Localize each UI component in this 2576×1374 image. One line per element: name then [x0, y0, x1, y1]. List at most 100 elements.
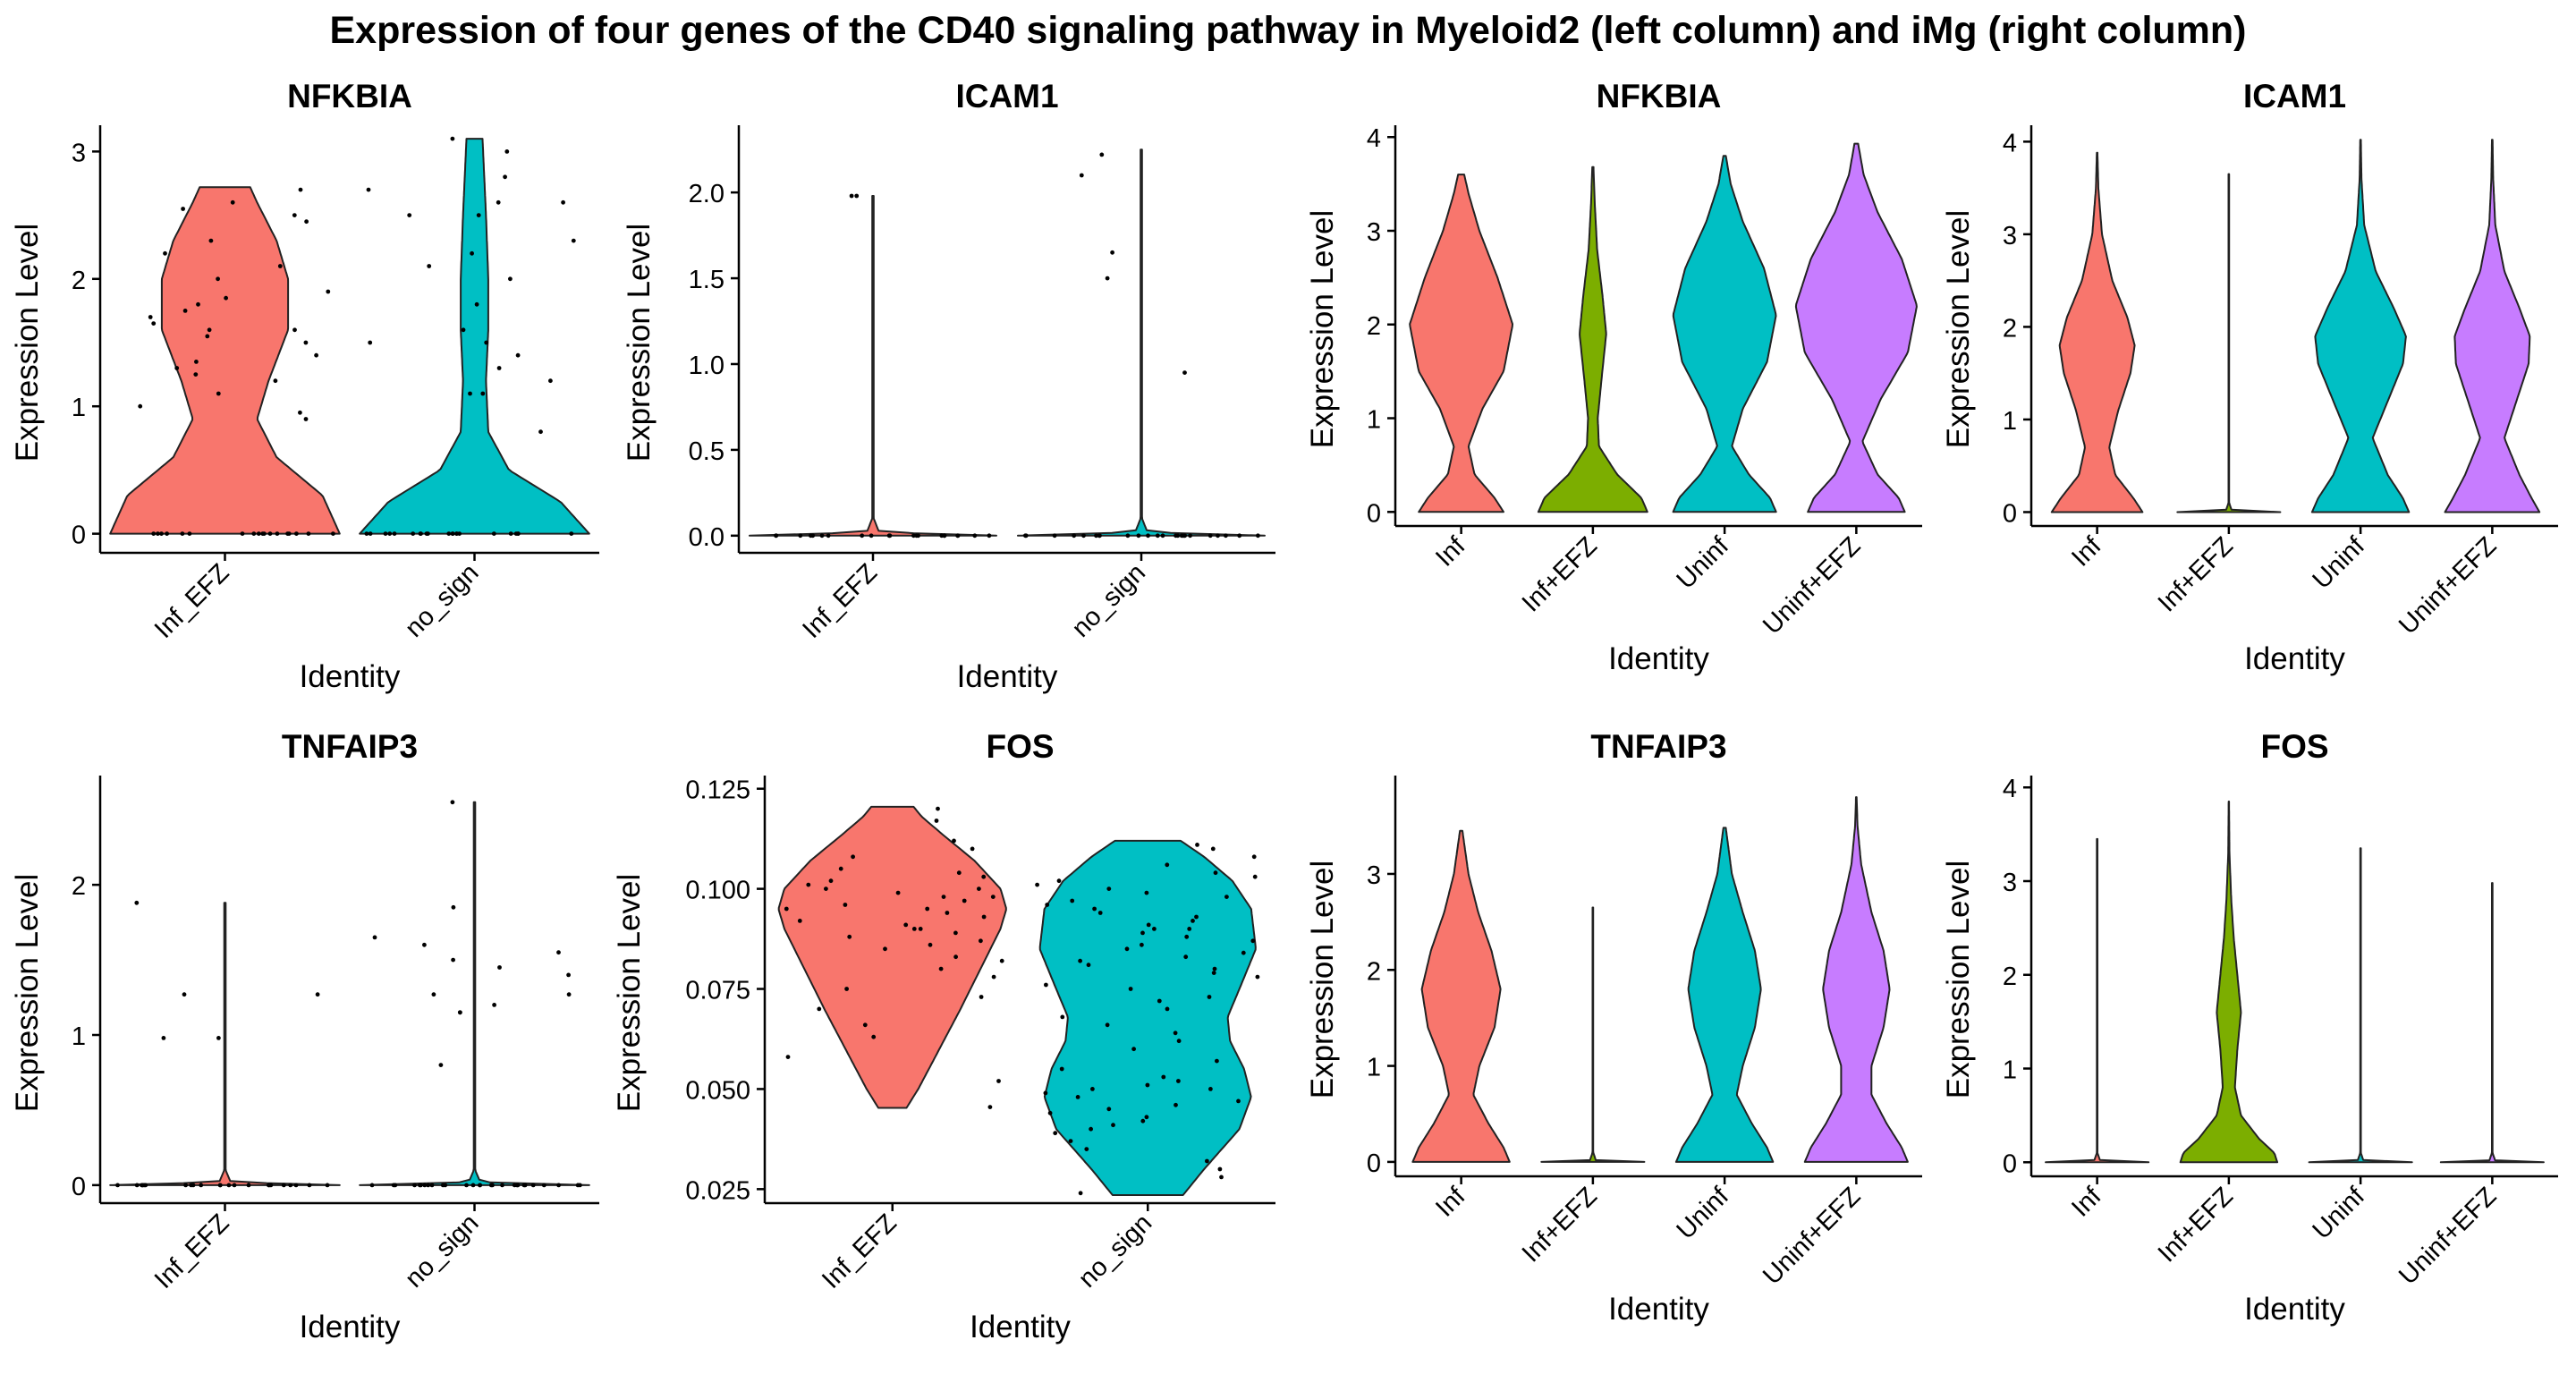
data-point [431, 992, 436, 997]
data-point [470, 1183, 476, 1188]
data-point [838, 866, 843, 871]
data-point [1131, 1047, 1136, 1052]
data-point [1097, 911, 1103, 915]
x-tick-label-inf-efz: Inf+EFZ [1517, 1182, 1603, 1268]
data-point [1224, 533, 1228, 539]
data-point [556, 950, 561, 955]
data-point [1144, 890, 1149, 895]
violin-uninf [2308, 847, 2413, 1164]
x-axis-title: Identity [1608, 641, 1709, 676]
data-point [819, 533, 825, 539]
data-point [454, 531, 459, 536]
data-point [199, 1183, 204, 1188]
data-point [387, 531, 393, 536]
data-point [503, 174, 507, 180]
data-point [468, 391, 472, 396]
data-point [911, 533, 916, 539]
data-point [304, 219, 309, 225]
data-point [521, 1183, 527, 1188]
y-tick-label: 3 [72, 139, 86, 167]
data-point [1216, 533, 1220, 539]
y-tick-label: 1 [2003, 1056, 2017, 1085]
data-point [1078, 1191, 1083, 1196]
y-tick-label: 3 [2003, 222, 2017, 250]
data-point [1237, 533, 1242, 539]
violin-inf-efz [109, 186, 341, 535]
data-point [450, 531, 455, 536]
data-point [165, 531, 170, 536]
y-tick-label: 2 [2003, 963, 2017, 991]
y-tick-label: 1 [1367, 406, 1381, 435]
y-tick-label: 0.075 [685, 977, 750, 1005]
data-point [226, 1183, 232, 1188]
data-point [955, 533, 960, 539]
data-point [826, 533, 831, 539]
data-point [538, 429, 543, 435]
data-point [368, 531, 373, 536]
violin-uninf-efz [1794, 142, 1918, 513]
data-point [1136, 533, 1141, 539]
y-axis-title: Expression Level [10, 224, 45, 462]
data-point [391, 1183, 396, 1188]
data-point [251, 531, 257, 536]
data-point [1105, 1022, 1110, 1028]
x-tick-label-inf-efz: Inf_EFZ [797, 558, 883, 644]
data-point [488, 1183, 494, 1188]
y-tick-label: 0.100 [685, 877, 750, 905]
panel-6: FOS 0.025 0.050 0.075 0.100 0.125 Inf_EFZ no_si… [612, 728, 1275, 1344]
data-point [556, 1183, 561, 1188]
data-point [797, 919, 802, 923]
data-point [451, 957, 455, 963]
y-tick-label: 2.0 [689, 180, 724, 208]
data-point [938, 966, 944, 971]
data-point [194, 360, 199, 364]
data-point [314, 352, 318, 358]
data-point [298, 187, 303, 192]
data-point [1213, 870, 1218, 876]
violin-inf [1409, 174, 1513, 513]
data-point [411, 531, 416, 536]
data-point [817, 1006, 822, 1012]
data-point [161, 1036, 166, 1040]
data-point [979, 938, 983, 944]
violin-inf [1411, 829, 1511, 1163]
data-point [292, 213, 297, 218]
panel-7: TNFAIP3 0 1 2 3 Inf Inf+EFZ Uninf Uninf+EFZ Ident… [1305, 728, 1922, 1327]
data-point [181, 207, 186, 211]
y-axis-title: Expression Level [1305, 210, 1340, 449]
panel-title: NFKBIA [1597, 78, 1722, 114]
data-point [1086, 963, 1091, 968]
data-point [972, 533, 978, 539]
data-point [1205, 1158, 1209, 1164]
data-point [1075, 1095, 1080, 1099]
data-point [1256, 533, 1260, 539]
y-tick-label: 0.050 [685, 1076, 750, 1105]
data-point [306, 531, 311, 536]
data-point [1241, 950, 1246, 955]
data-point [1219, 1175, 1224, 1180]
panel-2: ICAM1 0.0 0.5 1.0 1.5 2.0 Inf_EFZ no_signIdenti… [622, 78, 1275, 694]
data-point [275, 531, 280, 536]
data-point [491, 531, 496, 536]
violin-inf-efz [777, 805, 1007, 1109]
data-point [470, 250, 474, 256]
figure-title: Expression of four genes of the CD40 sig… [330, 9, 2247, 52]
data-point [1224, 895, 1229, 899]
data-point [1060, 1014, 1065, 1020]
data-point [785, 1055, 791, 1059]
x-tick-label-inf-efz: Inf+EFZ [1517, 531, 1603, 617]
data-point [869, 533, 874, 539]
data-point [824, 886, 828, 891]
x-tick-label-uninf: Uninf [1672, 531, 1735, 595]
data-point [208, 238, 214, 243]
data-point [267, 531, 273, 536]
panel-4: ICAM1 0 1 2 3 4 Inf Inf+EFZ Uninf Uninf+EFZ Identi… [1941, 78, 2558, 676]
data-point [1208, 1087, 1213, 1091]
x-tick-label-uninf-efz: Uninf+EFZ [2394, 1182, 2502, 1290]
data-point [1140, 930, 1145, 936]
violin-uninf [1672, 155, 1777, 513]
y-tick-label: 4 [2003, 775, 2017, 803]
data-point [151, 531, 157, 536]
x-axis-title: Identity [970, 1310, 1071, 1344]
data-point [1160, 533, 1165, 539]
